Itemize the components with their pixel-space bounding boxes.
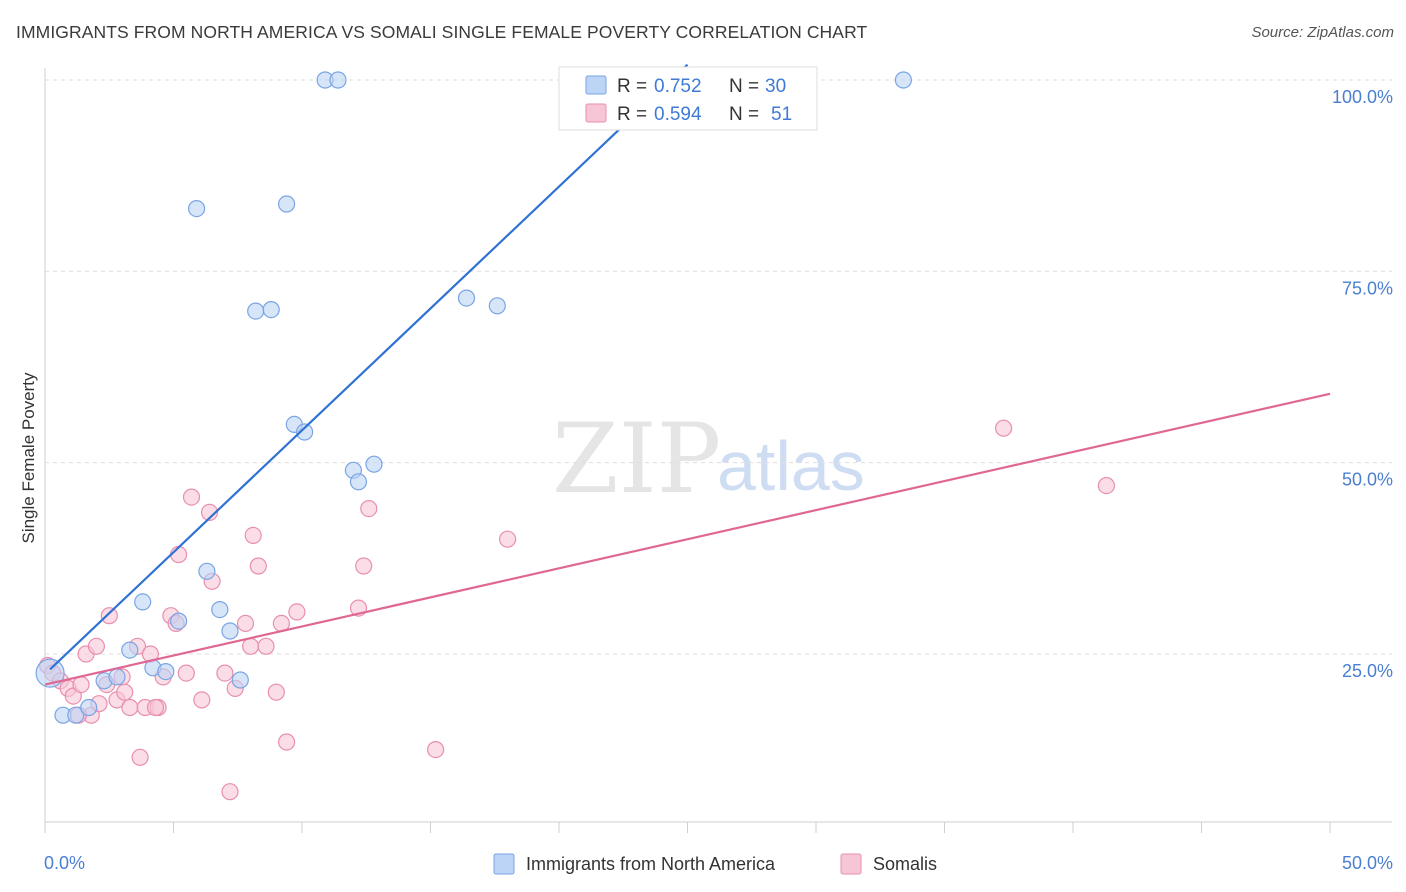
stats-n-label-1: N = [729, 76, 759, 97]
somalis-point-15 [121, 698, 139, 717]
immigrants-point-2 [67, 706, 85, 724]
stats-r-value-1: 0.752 [654, 76, 702, 97]
somalis-point-47 [994, 419, 1013, 437]
somalis-point-11 [100, 607, 118, 625]
y-axis-title: Single Female Poverty [19, 372, 38, 544]
immigrants-points [35, 71, 913, 724]
legend-swatch-immigrants[interactable] [493, 853, 515, 875]
somalis-point-25 [177, 664, 195, 682]
somalis-point-33 [236, 614, 255, 633]
stats-swatch-blue [585, 75, 607, 95]
immigrants-point-5 [108, 668, 126, 686]
somalis-point-38 [267, 683, 285, 701]
watermark-zip: ZIP [552, 403, 721, 515]
somalis-point-34 [242, 637, 260, 655]
somalis-point-49 [146, 698, 165, 717]
immigrants-point-26 [457, 289, 476, 307]
somalis-point-44 [360, 500, 378, 518]
somalis-point-41 [288, 603, 306, 621]
legend: Immigrants from North America Somalis [493, 853, 937, 875]
somalis-point-45 [427, 740, 445, 759]
trend-lines [44, 63, 1331, 686]
y-tick-label-75: 75.0% [1342, 278, 1393, 298]
immigrants-point-11 [188, 200, 206, 218]
stats-n-value-2: 51 [771, 104, 792, 125]
y-tick-label-100: 100.0% [1332, 87, 1393, 107]
y-tick-label-50: 50.0% [1342, 470, 1393, 490]
somalis-point-5 [72, 675, 90, 694]
somalis-point-37 [257, 637, 275, 655]
somalis-point-14 [116, 683, 134, 701]
y-tick-label-25: 25.0% [1342, 661, 1393, 681]
immigrants-point-6 [121, 641, 139, 659]
immigrants-point-15 [231, 671, 249, 689]
x-tick-label-min: 0.0% [44, 853, 85, 873]
somalis-point-35 [244, 526, 262, 545]
somalis-point-8 [87, 637, 106, 655]
somalis-point-30 [216, 664, 234, 682]
axes [44, 68, 1392, 833]
immigrants-point-24 [349, 473, 368, 491]
stats-swatch-pink [585, 103, 607, 123]
y-tick-labels: 25.0% 50.0% 75.0% 100.0% [1332, 87, 1393, 681]
somalis-point-17 [131, 748, 149, 766]
grid-lines [45, 79, 1392, 655]
x-tick-labels: 0.0% 50.0% [44, 853, 1393, 873]
immigrants-point-13 [211, 600, 229, 619]
immigrants-point-7 [134, 593, 152, 611]
somalis-point-48 [1097, 477, 1116, 495]
somalis-point-36 [249, 557, 267, 575]
legend-swatch-somalis[interactable] [840, 853, 862, 875]
immigrants-point-9 [157, 662, 175, 681]
stats-r-value-2: 0.594 [654, 104, 702, 125]
immigrants-point-17 [262, 301, 280, 319]
immigrants-point-22 [329, 71, 347, 89]
legend-label-somalis[interactable]: Somalis [873, 854, 937, 874]
immigrants-point-18 [278, 195, 296, 213]
immigrants-trend-line [49, 63, 689, 671]
somalis-point-26 [182, 488, 201, 506]
stats-n-value-1: 30 [765, 76, 786, 97]
somalis-point-28 [200, 503, 219, 522]
somalis-point-40 [278, 733, 296, 751]
legend-label-immigrants[interactable]: Immigrants from North America [526, 854, 776, 874]
stats-r-label-2: R = [617, 104, 647, 125]
immigrants-point-28 [894, 71, 913, 89]
somalis-trend-line [44, 392, 1331, 686]
immigrants-point-12 [198, 562, 216, 580]
stats-box: R = 0.752 N = 30 R = 0.594 N = 51 [558, 66, 818, 131]
somalis-point-27 [193, 691, 211, 709]
immigrants-point-3 [80, 698, 98, 717]
immigrants-point-27 [488, 297, 506, 315]
stats-n-label-2: N = [729, 104, 759, 125]
immigrants-point-14 [221, 622, 239, 640]
immigrants-point-25 [365, 455, 383, 473]
chart-title: IMMIGRANTS FROM NORTH AMERICA VS SOMALI … [16, 22, 868, 42]
immigrants-point-0 [35, 658, 65, 688]
immigrants-point-10 [170, 612, 188, 630]
somalis-points [38, 419, 1116, 801]
x-tick-label-max: 50.0% [1342, 853, 1393, 873]
stats-r-label-1: R = [617, 76, 647, 97]
immigrants-point-16 [247, 302, 265, 320]
immigrants-point-20 [296, 423, 314, 441]
source-credit: Source: ZipAtlas.com [1251, 24, 1394, 41]
watermark-atlas: atlas [717, 427, 865, 505]
somalis-point-46 [499, 530, 517, 548]
somalis-point-43 [355, 557, 373, 575]
somalis-point-31 [221, 783, 239, 801]
